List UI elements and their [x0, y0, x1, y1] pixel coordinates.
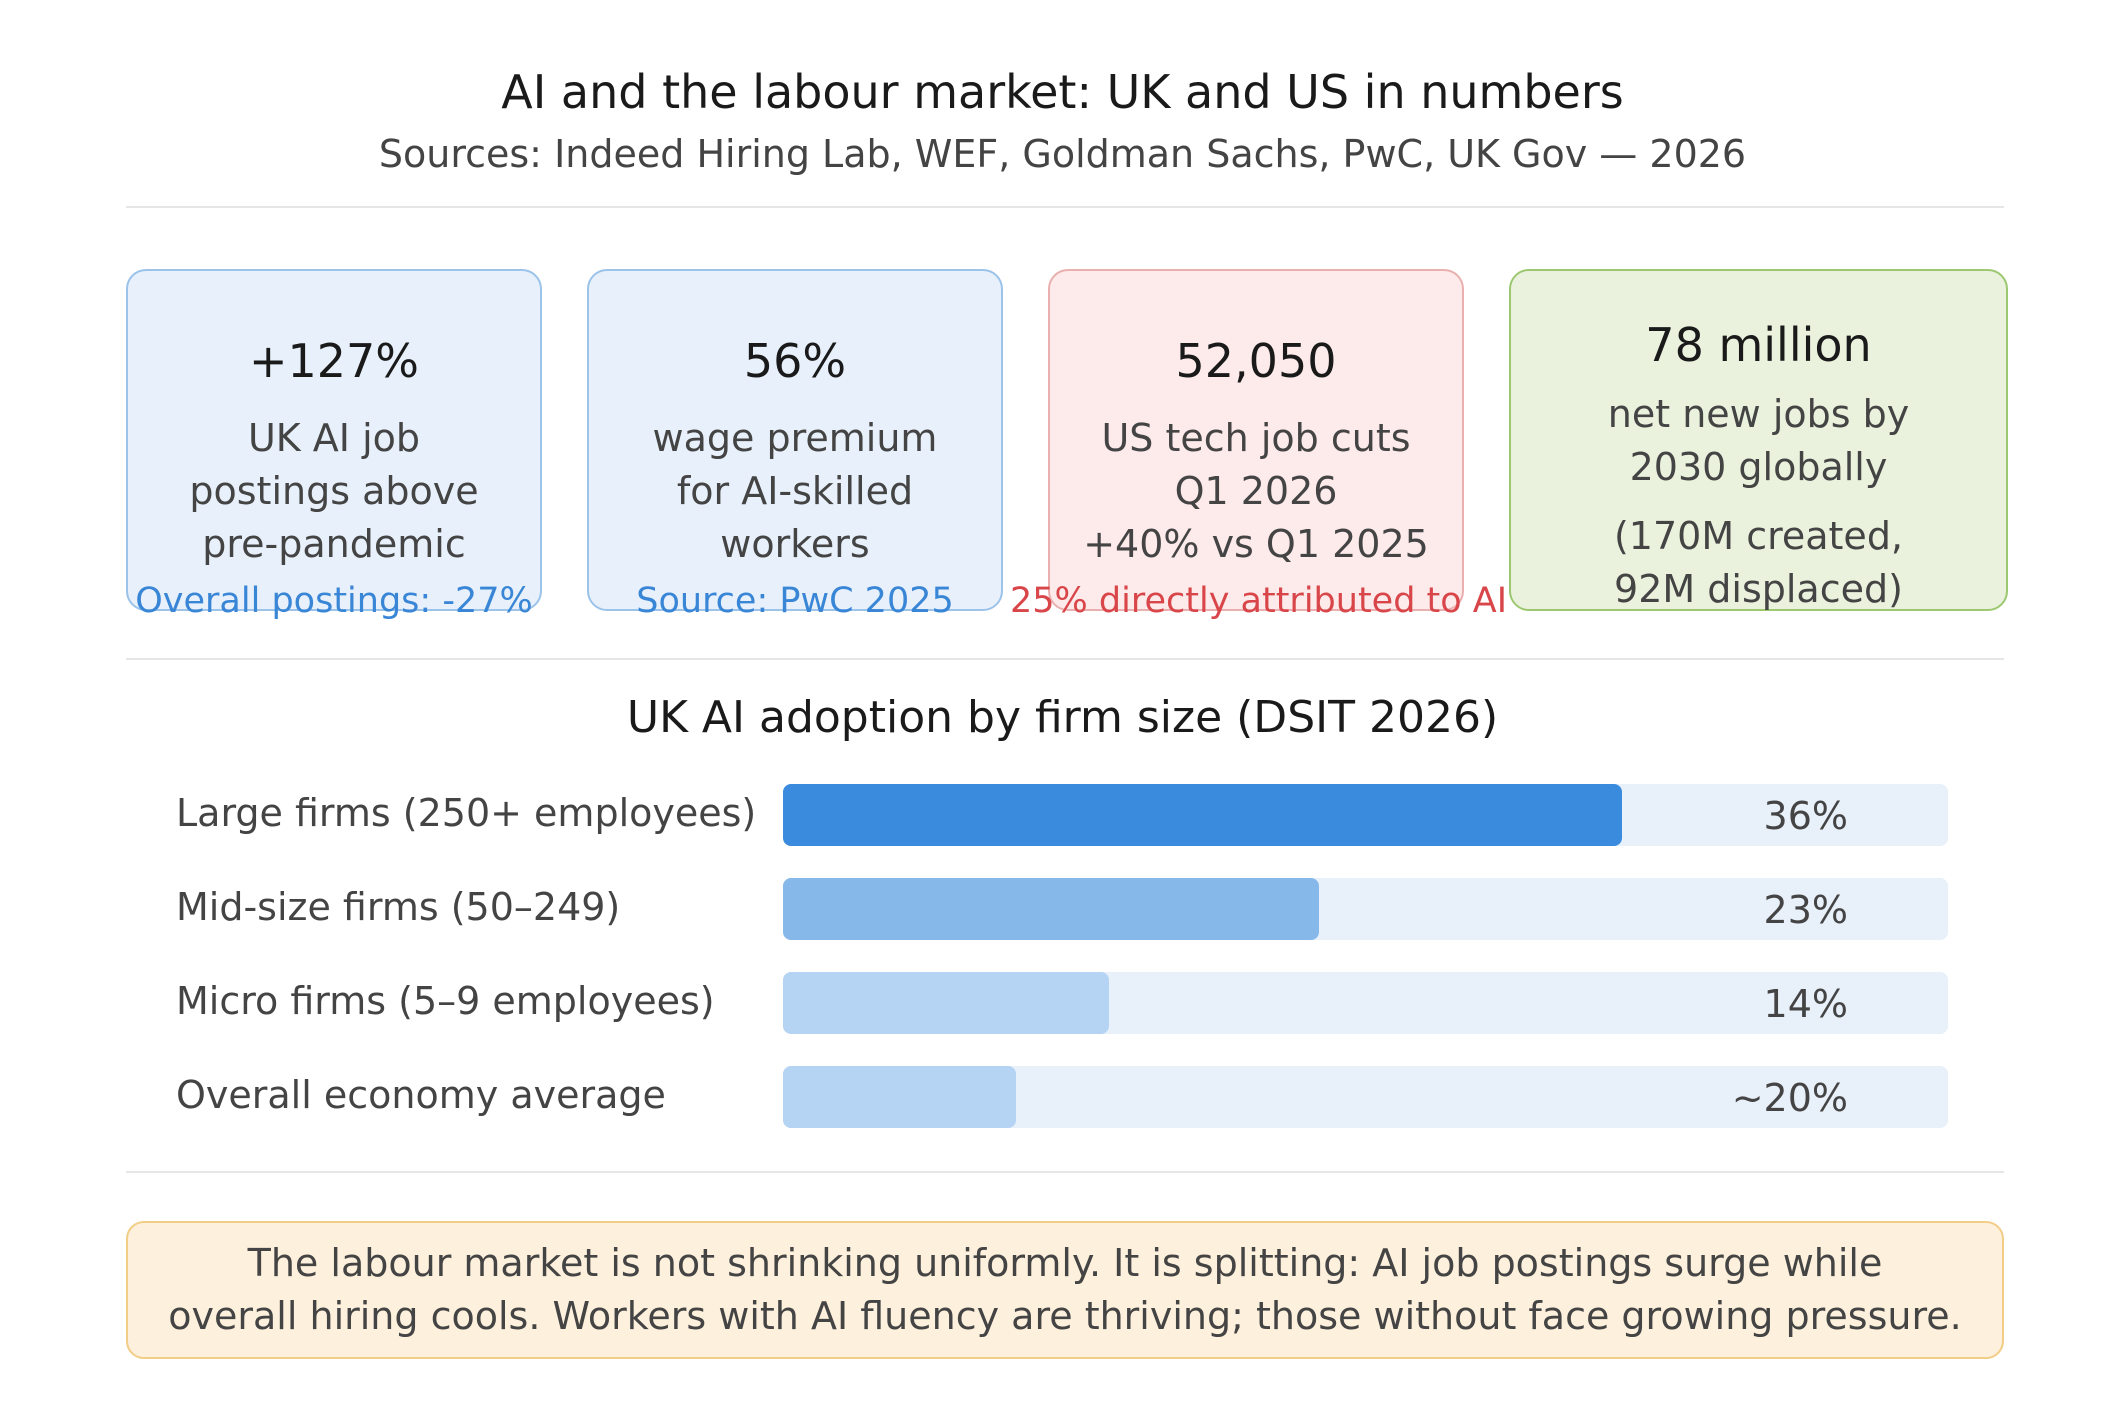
bar — [783, 972, 1109, 1034]
summary-callout: The labour market is not shrinking unifo… — [126, 1221, 2004, 1359]
stat-desc-line: postings above — [189, 469, 479, 513]
bar-track: 23% — [783, 878, 1948, 940]
stat-desc-line: US tech job cuts — [1101, 416, 1411, 460]
stat-value: 78 million — [1645, 318, 1872, 372]
stat-desc-line: net new jobs by — [1607, 392, 1910, 436]
stat-card-wage-premium: 56% wage premium for AI-skilled workers … — [587, 269, 1003, 621]
divider-middle — [126, 658, 2004, 660]
bar — [783, 784, 1622, 846]
stat-desc-line: Q1 2026 — [1174, 469, 1338, 513]
stat-card-net-new-jobs: 78 million net new jobs by 2030 globally… — [1509, 269, 2008, 611]
stat-desc-line: pre-pandemic — [202, 522, 466, 566]
stat-value: 52,050 — [1175, 334, 1337, 388]
stat-card-uk-ai-postings: +127% UK AI job postings above pre-pande… — [126, 269, 542, 621]
stat-note: 25% directly attributed to AI — [1010, 581, 1508, 621]
stat-desc-line: UK AI job — [247, 416, 421, 460]
bar-label: Micro firms (5–9 employees) — [176, 979, 715, 1023]
callout-line: The labour market is not shrinking unifo… — [247, 1241, 1883, 1285]
stat-desc-line: wage premium — [652, 416, 938, 460]
bar-label: Overall economy average — [176, 1073, 666, 1117]
stat-desc-line: for AI-skilled — [676, 469, 914, 513]
bar-value-label: 23% — [1763, 888, 1848, 932]
divider-top — [126, 206, 2004, 208]
bar — [783, 1066, 1016, 1128]
bar-track: 14% — [783, 972, 1948, 1034]
chart-title: UK AI adoption by firm size (DSIT 2026) — [626, 692, 1499, 743]
stat-note: Overall postings: -27% — [135, 581, 533, 621]
bar-value-label: ~20% — [1731, 1076, 1848, 1120]
stat-desc-line: workers — [720, 522, 870, 566]
stat-value: 56% — [743, 334, 847, 388]
stat-desc-line: 2030 globally — [1629, 445, 1888, 489]
bar-track: 36% — [783, 784, 1948, 846]
stat-note: Source: PwC 2025 — [636, 581, 954, 621]
divider-bottom — [126, 1171, 2004, 1173]
stat-paren-line: (170M created, — [1613, 514, 1904, 558]
callout-line: overall hiring cools. Workers with AI fl… — [168, 1294, 1962, 1338]
stat-desc-line: +40% vs Q1 2025 — [1083, 522, 1429, 566]
bar-value-label: 14% — [1763, 982, 1848, 1026]
page-subtitle: Sources: Indeed Hiring Lab, WEF, Goldman… — [378, 132, 1747, 176]
bar — [783, 878, 1319, 940]
stat-paren-line: 92M displaced) — [1614, 567, 1903, 611]
bar-label: Mid-size firms (50–249) — [176, 885, 621, 929]
stat-value: +127% — [248, 334, 420, 388]
bar-value-label: 36% — [1763, 794, 1848, 838]
stat-card-us-tech-cuts: 52,050 US tech job cuts Q1 2026 +40% vs … — [1010, 269, 1507, 621]
bar-track: ~20% — [783, 1066, 1948, 1128]
bar-label: Large firms (250+ employees) — [176, 791, 757, 835]
page-title: AI and the labour market: UK and US in n… — [501, 65, 1624, 119]
